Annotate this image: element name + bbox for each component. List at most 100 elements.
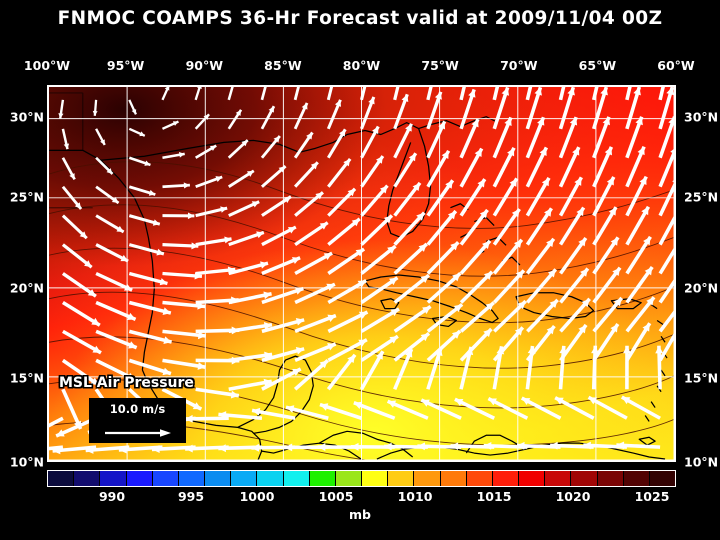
wind-vector-head — [372, 126, 379, 135]
wind-vector-head — [616, 441, 625, 450]
wind-vector-head — [347, 188, 356, 197]
wind-vector-head — [63, 143, 70, 150]
wind-vector-head — [58, 113, 64, 119]
colorbar-swatch — [519, 471, 546, 486]
colorbar-swatch — [309, 471, 336, 486]
lat-tick-right-1: 25°N — [684, 189, 719, 205]
wind-vector-head — [401, 94, 409, 102]
wind-vector-head — [572, 147, 580, 156]
wind-vector-head — [241, 140, 248, 147]
wind-vector-head — [327, 343, 336, 351]
lon-tick-2: 90°W — [185, 58, 224, 73]
wind-vector-shaft — [359, 87, 367, 101]
wind-vector-shaft — [658, 247, 674, 275]
wind-vector-head — [485, 302, 494, 311]
vector-scale-label: 10.0 m/s — [109, 402, 166, 416]
wind-vector-shaft — [558, 87, 566, 101]
wind-vector-head — [537, 117, 545, 126]
wind-vector-head — [465, 346, 474, 356]
wind-vector-shaft — [260, 87, 267, 101]
wind-vector-head — [106, 168, 113, 174]
wind-vector-head — [268, 106, 274, 113]
wind-vector-head — [613, 297, 622, 307]
colorbar[interactable] — [47, 470, 676, 487]
wind-vector-head — [550, 441, 558, 450]
wind-vector-head — [496, 346, 505, 355]
wind-vector-head — [387, 400, 397, 408]
map-plot-area[interactable]: MSL Air Pressure 10.0 m/s — [47, 85, 676, 462]
wind-vector-shaft — [227, 87, 234, 101]
wind-vector-head — [164, 87, 170, 91]
lon-tick-3: 85°W — [264, 58, 302, 73]
wind-vector-head — [310, 162, 318, 170]
wind-vector-head — [162, 367, 171, 376]
wind-vector-head — [405, 349, 413, 358]
colorbar-swatch — [388, 471, 415, 486]
wind-vector-head — [218, 444, 226, 453]
wind-vector-head — [591, 345, 599, 354]
wind-vector-head — [405, 123, 412, 132]
colorbar-tick-7: 1025 — [634, 489, 670, 504]
wind-vector-head — [635, 116, 643, 126]
wind-vector-head — [644, 266, 653, 276]
wind-vector-head — [546, 326, 555, 335]
wind-vector-head — [85, 446, 94, 454]
colorbar-swatch — [100, 471, 127, 486]
wind-vector-head — [670, 148, 674, 154]
wind-vector-head — [339, 129, 346, 137]
wind-vector-head — [544, 208, 552, 217]
wind-vector-head — [474, 148, 482, 157]
wind-vector-head — [203, 114, 210, 120]
wind-vector-head — [468, 89, 476, 98]
wind-vector-head — [454, 398, 464, 406]
wind-vector-head — [642, 323, 650, 332]
wind-vector-head — [284, 443, 293, 452]
colorbar-tick-0: 990 — [98, 489, 126, 504]
colorbar-tick-6: 1020 — [555, 489, 591, 504]
wind-vector-head — [235, 109, 242, 116]
wind-vector-head — [172, 121, 179, 126]
wind-vector-shaft — [492, 87, 500, 101]
wind-vector-head — [285, 405, 295, 413]
colorbar-swatch — [466, 471, 493, 486]
wind-vector-head — [578, 237, 586, 247]
wind-vector-shaft — [591, 87, 599, 101]
wind-vector-shaft — [658, 182, 674, 217]
wind-vector-head — [588, 397, 598, 405]
wind-vector-head — [581, 298, 590, 308]
wind-vector-head — [452, 273, 461, 282]
wind-vector-head — [118, 445, 127, 454]
wind-vector-head — [353, 401, 363, 410]
wind-vector-head — [488, 398, 497, 406]
wind-vector-head — [418, 243, 427, 252]
wind-vector-head — [246, 170, 254, 177]
wind-vector-head — [252, 407, 261, 416]
wind-vector-head — [306, 132, 313, 140]
wind-vector-head — [453, 304, 463, 313]
wind-vector-head — [283, 196, 291, 204]
wind-vector-head — [479, 209, 488, 219]
wind-vector-head — [347, 354, 356, 364]
wind-vector-head — [511, 208, 520, 218]
colorbar-swatch — [231, 471, 258, 486]
wind-vector-head — [482, 240, 490, 250]
lon-tick-7: 65°W — [578, 58, 617, 73]
wind-vector-head — [148, 189, 156, 196]
colorbar-swatch — [571, 471, 598, 486]
colorbar-swatch — [492, 471, 520, 486]
lat-tick-right-3: 15°N — [684, 370, 719, 386]
wind-vector-head — [445, 180, 453, 189]
wind-vector-head — [447, 211, 456, 220]
wind-vector-head — [92, 110, 98, 116]
wind-vector-head — [666, 87, 674, 96]
wind-vector-head — [87, 289, 96, 297]
colorbar-swatch — [623, 471, 650, 486]
colorbar-swatch — [545, 471, 572, 486]
wind-vector-head — [218, 411, 227, 419]
lat-tick-left-2: 20°N — [9, 280, 44, 296]
lon-tick-4: 80°W — [342, 58, 381, 73]
wind-vector-shaft — [393, 87, 400, 101]
wind-vector-head — [144, 160, 151, 166]
wind-vector-head — [421, 399, 430, 407]
wind-vector-head — [379, 185, 388, 194]
